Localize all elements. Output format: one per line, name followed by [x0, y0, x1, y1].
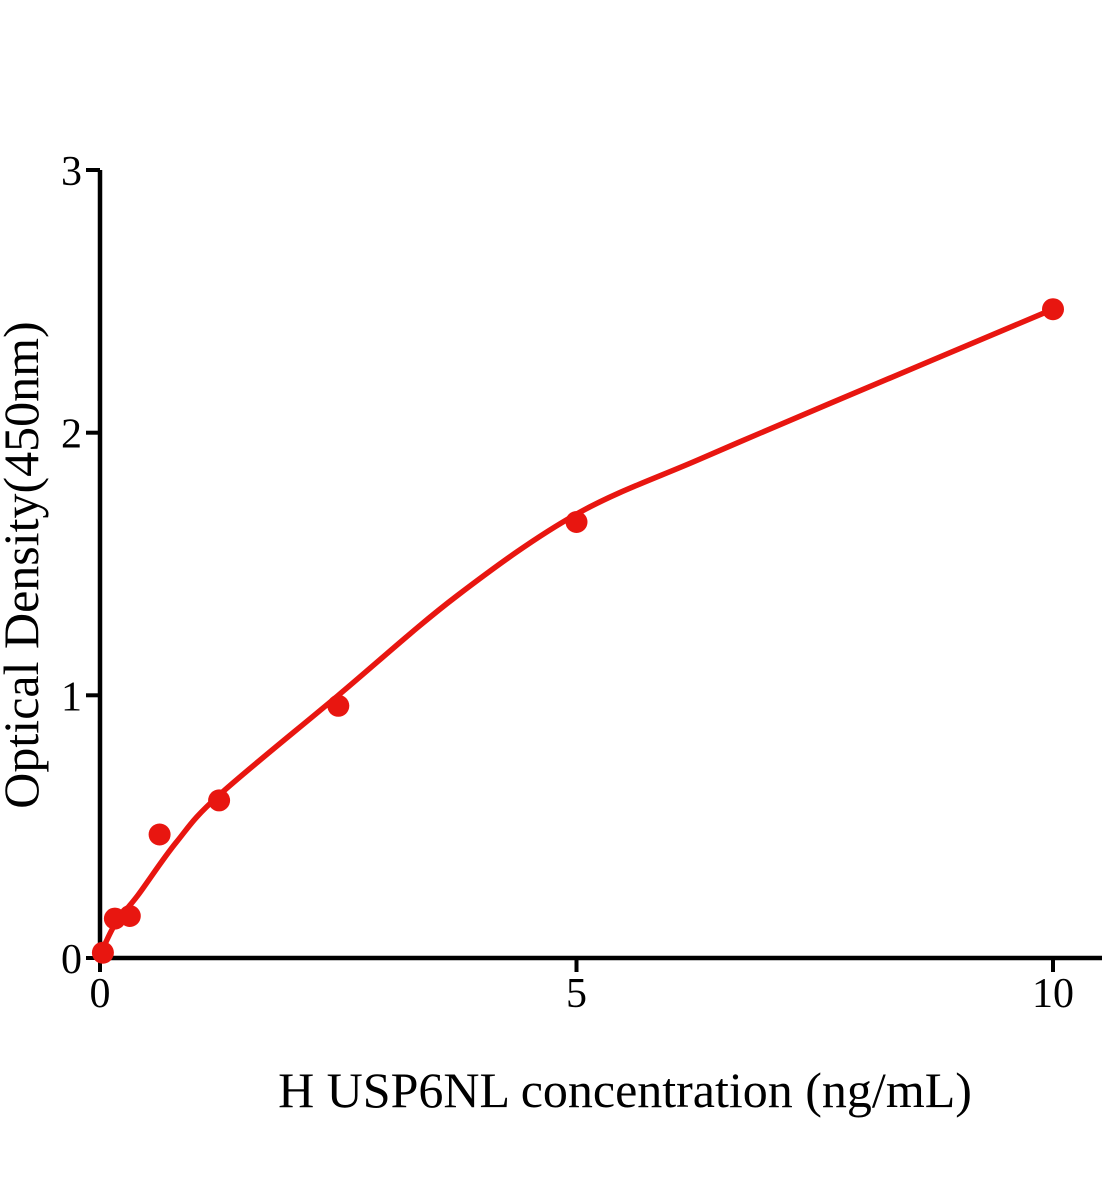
y-tick-label: 2 — [61, 412, 82, 458]
y-axis-title: Optical Density(450nm) — [0, 321, 49, 808]
data-point — [565, 511, 588, 533]
axes-layer: 0 5 10 0 1 2 3 — [61, 149, 1102, 1017]
data-point — [148, 823, 171, 846]
data-point — [91, 941, 114, 964]
y-tick-label: 0 — [61, 937, 82, 983]
x-axis-title: H USP6NL concentration (ng/mL) — [278, 1062, 972, 1118]
y-tick-label: 3 — [61, 149, 82, 195]
fit-curve-line — [97, 306, 1056, 959]
x-tick-label: 10 — [1032, 971, 1074, 1017]
data-layer — [91, 298, 1064, 964]
data-point — [118, 905, 141, 927]
data-point — [327, 694, 350, 717]
x-tick-label: 5 — [566, 971, 587, 1017]
y-tick-label: 1 — [61, 674, 82, 720]
data-point — [208, 789, 231, 812]
x-tick-label: 0 — [90, 971, 111, 1017]
data-point — [1042, 298, 1064, 321]
